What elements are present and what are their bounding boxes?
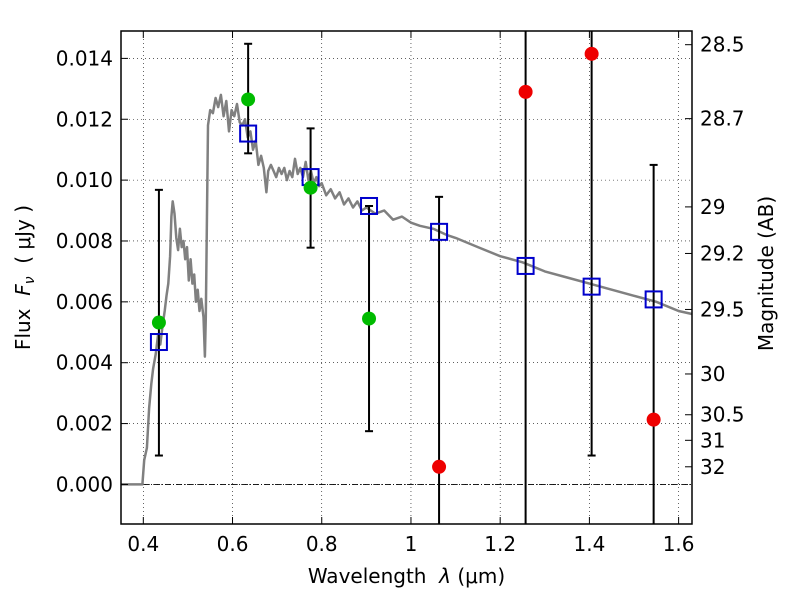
x-axis-label-prefix: Wavelength xyxy=(308,564,439,588)
y-axis-ticks: 0.000 0.002 0.004 0.006 0.008 0.010 0.012 0.014 xyxy=(56,46,128,496)
x-axis-label: Wavelength λ (μm) xyxy=(308,564,505,588)
x-tick-label: 1.4 xyxy=(573,532,605,556)
y-tick-label: 0.006 xyxy=(56,290,113,314)
x-axis-label-symbol: λ xyxy=(438,564,451,588)
plot-frame xyxy=(120,30,693,525)
magnitude-tick-label: 28.7 xyxy=(700,107,745,131)
y-tick-label: 0.010 xyxy=(56,168,113,192)
model-photometry-square xyxy=(644,290,663,309)
model-photometry-square xyxy=(430,222,449,241)
x-tick-label: 0.8 xyxy=(306,532,338,556)
magnitude-tick-label: 29.2 xyxy=(700,241,745,265)
magnitude-tick-label: 28.5 xyxy=(700,33,745,57)
model-photometry-square xyxy=(516,256,535,275)
magnitude-tick-label: 30.5 xyxy=(700,403,745,427)
y-axis-label-subscript: ν xyxy=(22,276,38,284)
x-tick-label: 1.6 xyxy=(663,532,695,556)
y-axis-label: Flux Fν ( μJy ) xyxy=(11,205,38,350)
y-axis-label-suffix: ( μJy ) xyxy=(11,205,35,277)
x-tick-label: 0.4 xyxy=(127,532,159,556)
sed-model-line xyxy=(121,93,693,486)
observed-photometry-point xyxy=(518,84,533,99)
magnitude-tick-label: 32 xyxy=(700,455,725,479)
x-tick-label: 1 xyxy=(405,532,418,556)
observed-photometry-point xyxy=(584,46,599,61)
model-photometry-square xyxy=(582,277,601,296)
observed-photometry-point xyxy=(646,412,661,427)
magnitude-tick-label: 29.5 xyxy=(700,297,745,321)
y-tick-label: 0.008 xyxy=(56,229,113,253)
y-tick-label: 0.014 xyxy=(56,46,113,70)
magnitude-tick-label: 29 xyxy=(700,195,725,219)
y-axis-label-symbol: F xyxy=(11,284,35,296)
x-tick-label: 0.6 xyxy=(217,532,249,556)
x-axis-ticks: 0.4 0.6 0.8 1 1.2 1.4 1.6 xyxy=(127,31,695,556)
magnitude-axis-ticks: 28.5 28.7 29 29.2 29.5 30 30.531 32 xyxy=(685,33,745,479)
magnitude-axis-label: Magnitude (AB) xyxy=(754,196,778,351)
y-tick-label: 0.000 xyxy=(56,472,113,496)
model-photometry-square xyxy=(239,124,258,143)
error-bars xyxy=(154,31,658,524)
model-photometry-square xyxy=(360,196,379,215)
y-tick-label: 0.002 xyxy=(56,412,113,436)
y-axis-label-prefix: Flux xyxy=(11,296,35,350)
y-tick-label: 0.012 xyxy=(56,107,113,131)
observed-photometry-markers xyxy=(151,46,661,474)
observed-photometry-point xyxy=(241,92,256,107)
observed-photometry-point xyxy=(362,311,377,326)
observed-photometry-point xyxy=(303,180,318,195)
x-tick-label: 1.2 xyxy=(484,532,516,556)
magnitude-tick-label: 30 xyxy=(700,362,725,386)
magnitude-tick-label: 31 xyxy=(700,428,725,452)
observed-photometry-point xyxy=(151,315,166,330)
model-photometry-square xyxy=(149,333,168,352)
observed-photometry-point xyxy=(432,459,447,474)
y-tick-label: 0.004 xyxy=(56,351,113,375)
model-photometry-markers xyxy=(149,124,663,352)
sed-model-curve xyxy=(121,93,693,486)
x-axis-label-suffix: (μm) xyxy=(451,564,505,588)
